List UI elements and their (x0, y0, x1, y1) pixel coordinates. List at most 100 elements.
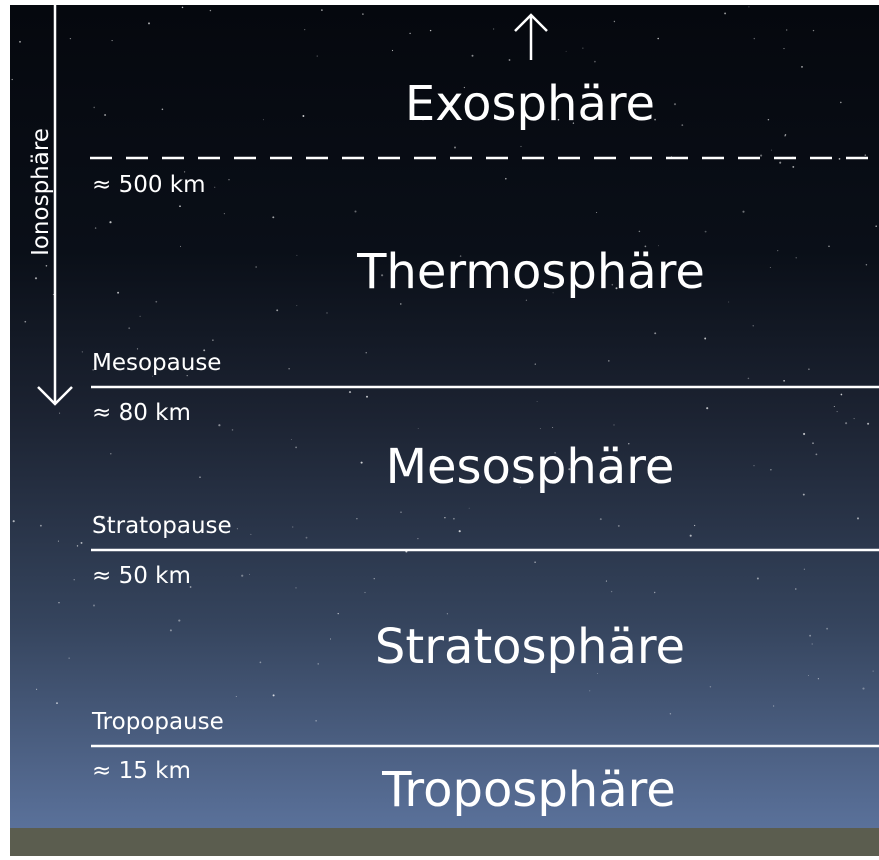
boundary-name: Stratopause (92, 513, 232, 539)
boundary-name: Mesopause (92, 350, 221, 376)
atmosphere-diagram: Ionosphäre Exosphäre Thermosphäre Mesosp… (0, 0, 879, 856)
star (95, 227, 96, 228)
star (224, 213, 225, 214)
star (112, 40, 113, 41)
star (566, 51, 567, 52)
star (276, 309, 278, 311)
altitude-label: ≈ 50 km (92, 563, 191, 589)
star (779, 162, 781, 164)
star (596, 212, 597, 213)
star (812, 442, 814, 444)
star (304, 29, 305, 30)
star (56, 702, 58, 704)
star (180, 246, 181, 247)
star (306, 537, 308, 539)
star (273, 694, 275, 696)
star (170, 629, 172, 631)
star (770, 267, 771, 268)
star (302, 115, 304, 117)
star (472, 55, 474, 57)
star (681, 124, 683, 126)
star (444, 517, 445, 518)
star (804, 569, 805, 570)
star (12, 79, 13, 80)
star (867, 423, 869, 425)
star (366, 352, 367, 353)
star (742, 211, 744, 213)
ground (10, 828, 879, 856)
star (873, 671, 874, 672)
star (866, 264, 867, 265)
star (59, 413, 60, 414)
star (104, 114, 106, 116)
star (228, 179, 229, 180)
star (330, 639, 331, 640)
star (520, 146, 521, 147)
star (237, 528, 238, 529)
star (753, 325, 754, 326)
star (400, 511, 402, 513)
star (771, 150, 772, 151)
ionosphere-label: Ionosphäre (28, 128, 54, 256)
star (321, 9, 323, 11)
star (837, 411, 838, 412)
star (400, 303, 401, 304)
star (199, 477, 200, 478)
star (417, 538, 418, 539)
star (812, 643, 813, 644)
star (288, 368, 289, 369)
star (694, 525, 695, 526)
star (537, 401, 538, 402)
star (326, 312, 327, 313)
star (505, 178, 507, 180)
star (110, 453, 111, 454)
star (801, 66, 803, 68)
star (552, 427, 553, 428)
star (690, 535, 692, 537)
star (839, 158, 841, 160)
star (613, 424, 614, 425)
star (179, 205, 181, 207)
star (430, 30, 431, 31)
star (815, 453, 817, 455)
star (74, 579, 75, 580)
star (210, 10, 211, 11)
star (232, 429, 234, 431)
star (155, 301, 157, 303)
star (865, 154, 867, 156)
star (594, 61, 596, 63)
star (291, 439, 292, 440)
layer-name: Troposphäre (381, 762, 676, 818)
star (813, 30, 814, 31)
star (366, 396, 368, 398)
layer-name: Thermosphäre (356, 244, 705, 300)
star (841, 394, 843, 396)
star (768, 119, 769, 120)
star (212, 339, 213, 340)
star (349, 391, 351, 393)
star (808, 675, 809, 676)
star (770, 469, 771, 470)
altitude-label: ≈ 80 km (92, 400, 191, 426)
star (93, 604, 95, 606)
star (459, 530, 461, 532)
star (614, 21, 615, 22)
star (260, 662, 262, 664)
star (754, 38, 755, 39)
star (214, 187, 215, 188)
star (783, 48, 784, 49)
star (748, 6, 749, 7)
star (362, 13, 364, 15)
star (773, 705, 774, 706)
star (354, 210, 356, 212)
star (58, 602, 59, 603)
star (753, 465, 754, 466)
star (315, 720, 317, 722)
star (263, 119, 264, 120)
star (117, 292, 119, 294)
star (795, 588, 796, 589)
star (786, 29, 787, 30)
star (36, 689, 37, 690)
star (241, 575, 243, 577)
star (374, 578, 375, 579)
